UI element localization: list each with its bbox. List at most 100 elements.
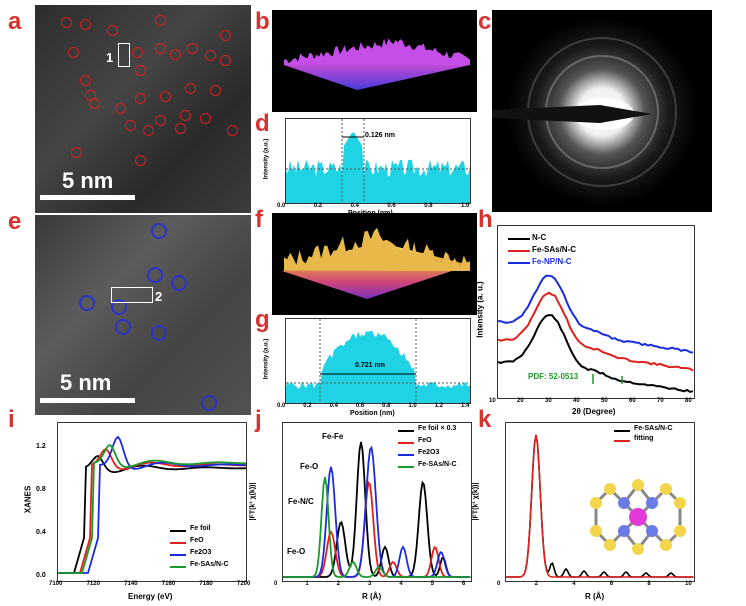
red-circle-markers — [35, 5, 251, 213]
red-circle-marker — [187, 43, 198, 54]
highlight-box-1 — [118, 43, 130, 67]
tick-label: 0.0 — [277, 403, 286, 409]
tick-label: 0.8 — [424, 203, 433, 209]
legend-h-fesas-swatch — [508, 250, 530, 252]
tick-label: 7100 — [49, 581, 63, 587]
tick-label: 0.2 — [303, 403, 312, 409]
legend-label: Fe2O3 — [190, 549, 212, 556]
tick-label: 1.4 — [461, 403, 470, 409]
atom — [674, 497, 686, 509]
surface-plot-f — [272, 213, 477, 315]
pdf-label-h: PDF: 52-0513 — [528, 372, 579, 381]
red-circle-marker — [143, 125, 154, 136]
tick-label: 0.6 — [387, 203, 396, 209]
red-circle-marker — [135, 155, 146, 166]
tick-label: 2 — [534, 581, 538, 587]
red-circle-marker — [180, 110, 191, 121]
annotation-d: 0.126 nm — [365, 132, 395, 139]
xticks-i: 7100 7120 7140 7160 7180 7200 — [49, 581, 250, 591]
xanes-plot-i — [57, 422, 247, 582]
tick-label: 0.6 — [355, 403, 365, 409]
tick-label: 10 — [685, 581, 692, 587]
panel-label-g: g — [255, 306, 270, 333]
exafs-fit-plot-k — [505, 422, 695, 582]
atom — [646, 497, 658, 509]
panel-label-b: b — [255, 8, 270, 35]
tick-label: 10 — [489, 398, 496, 404]
tick-label: 0.8 — [382, 403, 391, 409]
xrd-plot-h — [497, 225, 695, 399]
yticks-i: 0.0 0.4 0.8 1.2 — [36, 422, 56, 580]
scale-text-a: 5 nm — [62, 168, 114, 193]
red-circle-marker — [61, 17, 72, 28]
tick-label: 4 — [399, 581, 403, 587]
red-circle-marker — [205, 50, 216, 61]
panel-label-c: c — [478, 8, 492, 35]
tick-label: 7160 — [161, 581, 176, 587]
red-circle-marker — [175, 123, 186, 134]
red-circle-marker — [210, 85, 221, 96]
tick-label: 0.0 — [277, 203, 286, 209]
red-circle-marker — [220, 55, 231, 66]
tick-label: 0.2 — [313, 203, 323, 209]
atom — [632, 479, 644, 491]
tick-label: 7180 — [199, 581, 213, 587]
atom — [604, 539, 616, 551]
tick-label: 0 — [274, 581, 278, 587]
tick-label: 0.0 — [36, 572, 46, 579]
tick-label: 60 — [629, 398, 636, 404]
tick-label: 6 — [609, 581, 614, 587]
xticks-j: 0 1 2 3 4 5 6 — [274, 581, 470, 591]
tick-label: 40 — [573, 398, 580, 404]
annot-j-feo2: Fe-O — [287, 547, 306, 556]
tick-label: 70 — [657, 398, 664, 404]
ylabel-j: |FT(k³ χ(k))| — [249, 482, 257, 521]
atom — [632, 543, 644, 555]
scale-bar-a — [40, 195, 135, 200]
ylabel-g: Intensity (a.u.) — [263, 338, 270, 380]
red-circle-marker — [80, 19, 91, 30]
xticks-d: 0.0 0.2 0.4 0.6 0.8 1.0 — [277, 203, 469, 213]
red-circle-marker — [185, 83, 196, 94]
red-circle-marker — [85, 90, 96, 101]
legend-h-nc: N-C — [532, 233, 547, 242]
exafs-plot-j — [282, 422, 472, 582]
legend-swatch — [614, 440, 630, 442]
panel-label-e: e — [8, 208, 22, 235]
ylabel-d: Intensity (a.u.) — [263, 138, 270, 180]
ylabel-k: |FT(k³ χ(k))| — [472, 482, 480, 521]
red-circle-marker — [115, 103, 126, 114]
legend-swatch — [170, 554, 186, 556]
legend-label: Fe-SAs/N-C — [634, 425, 673, 432]
scale-text-e: 5 nm — [60, 370, 112, 395]
tick-label: 5 — [430, 581, 434, 587]
legend-h-fenp-swatch — [508, 262, 530, 264]
tick-label: 20 — [517, 398, 524, 404]
tick-label: 7140 — [124, 581, 138, 587]
highlight-box-2 — [111, 287, 153, 303]
tick-label: 1 — [305, 581, 309, 587]
panel-label-k: k — [478, 406, 492, 433]
tick-label: 0.8 — [36, 486, 46, 493]
legend-swatch — [398, 466, 414, 468]
legend-swatch — [398, 430, 414, 432]
red-circle-marker — [80, 75, 91, 86]
tick-label: 1.2 — [36, 443, 46, 450]
red-circle-marker — [170, 49, 181, 60]
red-circle-marker — [155, 43, 166, 54]
blue-circle-marker — [111, 299, 127, 315]
blue-circle-marker — [151, 325, 167, 341]
red-circle-marker — [132, 47, 143, 58]
legend-swatch — [170, 566, 186, 568]
legend-swatch — [614, 430, 630, 432]
xlabel-h: 2θ (Degree) — [572, 407, 616, 416]
legend-label: Fe2O3 — [418, 449, 440, 456]
box-label-2: 2 — [155, 289, 163, 304]
legend-h-fesas: Fe-SAs/N-C — [532, 245, 577, 254]
tick-label: 7200 — [237, 581, 251, 587]
atom — [590, 525, 602, 537]
tick-label: 0.4 — [350, 203, 359, 209]
tick-label: 4 — [572, 581, 576, 587]
blue-circle-marker — [79, 295, 95, 311]
panel-label-i: i — [8, 406, 15, 433]
